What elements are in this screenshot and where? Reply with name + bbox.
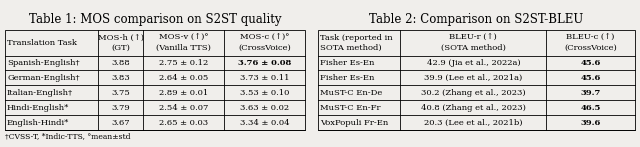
Text: 3.79: 3.79 [111,104,130,112]
Text: Italian-English†: Italian-English† [7,89,73,97]
Text: Task (reported in
SOTA method): Task (reported in SOTA method) [320,34,392,52]
Text: Translation Task: Translation Task [7,39,77,47]
Text: 3.34 ± 0.04: 3.34 ± 0.04 [240,118,289,127]
Text: MuST-C En-De: MuST-C En-De [320,89,382,97]
Text: MOS-h (↑)
(GT): MOS-h (↑) (GT) [97,34,143,52]
Text: 3.76 ± 0.08: 3.76 ± 0.08 [238,59,291,67]
Text: 2.75 ± 0.12: 2.75 ± 0.12 [159,59,208,67]
Text: 45.6: 45.6 [580,59,601,67]
Text: 3.73 ± 0.11: 3.73 ± 0.11 [240,74,289,82]
Text: MOS-v (↑)°
(Vanilla TTS): MOS-v (↑)° (Vanilla TTS) [156,34,211,52]
Text: Fisher Es-En: Fisher Es-En [320,74,374,82]
Text: 45.6: 45.6 [580,74,601,82]
Text: Table 2: Comparison on S2ST-BLEU: Table 2: Comparison on S2ST-BLEU [369,13,584,26]
Text: MuST-C En-Fr: MuST-C En-Fr [320,104,381,112]
Text: 30.2 (Zhang et al., 2023): 30.2 (Zhang et al., 2023) [421,89,525,97]
Text: VoxPopuli Fr-En: VoxPopuli Fr-En [320,118,388,127]
Text: 40.8 (Zhang et al., 2023): 40.8 (Zhang et al., 2023) [421,104,526,112]
Text: 3.88: 3.88 [111,59,130,67]
Bar [318,30,635,130]
Text: Fisher Es-En: Fisher Es-En [320,59,374,67]
Text: 3.63 ± 0.02: 3.63 ± 0.02 [240,104,289,112]
Text: 2.54 ± 0.07: 2.54 ± 0.07 [159,104,208,112]
Text: English-Hindi*: English-Hindi* [7,118,69,127]
Text: Hindi-English*: Hindi-English* [7,104,69,112]
Bar [5,30,305,130]
Text: German-English†: German-English† [7,74,79,82]
Text: †CVSS-T, *Indic-TTS, °mean±std: †CVSS-T, *Indic-TTS, °mean±std [5,132,131,140]
Text: 39.6: 39.6 [580,118,601,127]
Text: 20.3 (Lee et al., 2021b): 20.3 (Lee et al., 2021b) [424,118,523,127]
Text: 3.83: 3.83 [111,74,130,82]
Text: 46.5: 46.5 [580,104,601,112]
Text: Spanish-English†: Spanish-English† [7,59,79,67]
Text: 39.9 (Lee et al., 2021a): 39.9 (Lee et al., 2021a) [424,74,522,82]
Text: Table 1: MOS comparison on S2ST quality: Table 1: MOS comparison on S2ST quality [29,13,281,26]
Text: BLEU-r (↑)
(SOTA method): BLEU-r (↑) (SOTA method) [441,34,506,52]
Text: 3.53 ± 0.10: 3.53 ± 0.10 [240,89,289,97]
Text: BLEU-c (↑)
(CrossVoice): BLEU-c (↑) (CrossVoice) [564,34,617,52]
Text: 39.7: 39.7 [580,89,601,97]
Text: 2.65 ± 0.03: 2.65 ± 0.03 [159,118,208,127]
Text: 3.75: 3.75 [111,89,130,97]
Text: MOS-c (↑)°
(CrossVoice): MOS-c (↑)° (CrossVoice) [238,34,291,52]
Text: 2.89 ± 0.01: 2.89 ± 0.01 [159,89,208,97]
Text: 3.67: 3.67 [111,118,130,127]
Text: 2.64 ± 0.05: 2.64 ± 0.05 [159,74,208,82]
Text: 42.9 (Jia et al., 2022a): 42.9 (Jia et al., 2022a) [426,59,520,67]
